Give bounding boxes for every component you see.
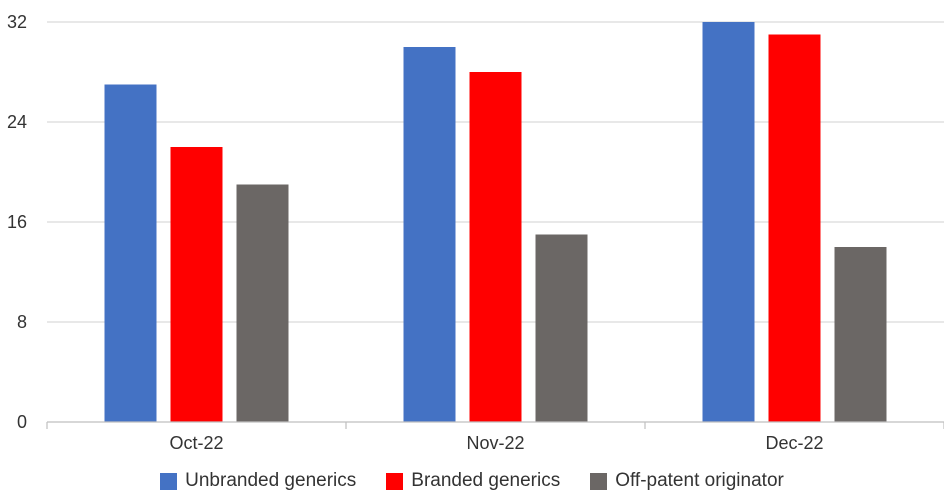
legend-swatch-branded: [386, 472, 404, 490]
legend-item-branded: Branded generics: [386, 470, 560, 492]
y-tick-label: 8: [17, 312, 27, 332]
bar-unbranded-generics-dec-22: [702, 22, 755, 422]
x-axis: Oct-22 Nov-22 Dec-22: [46, 421, 944, 453]
bar-off-patent-originator-oct-22: [236, 184, 289, 422]
bars: [104, 22, 887, 422]
bar-unbranded-generics-nov-22: [403, 47, 456, 422]
legend-item-originator: Off-patent originator: [590, 470, 784, 492]
legend-swatch-originator: [590, 472, 608, 490]
bar-chart: 0 8 16 24 32 Oct-22 Nov-22 Dec-22: [7, 12, 944, 453]
x-tick-label: Dec-22: [765, 433, 823, 453]
legend-item-unbranded: Unbranded generics: [160, 470, 356, 492]
legend: Unbranded generics Branded generics Off-…: [0, 468, 944, 494]
bar-branded-generics-nov-22: [469, 72, 522, 422]
bar-branded-generics-dec-22: [768, 34, 821, 422]
legend-label-unbranded: Unbranded generics: [185, 470, 357, 491]
bar-off-patent-originator-nov-22: [535, 234, 588, 422]
legend-swatch-unbranded: [160, 472, 178, 490]
bar-off-patent-originator-dec-22: [834, 247, 887, 422]
y-axis-ticks: 0 8 16 24 32: [7, 12, 27, 432]
y-tick-label: 16: [7, 212, 27, 232]
x-tick-label: Oct-22: [169, 433, 223, 453]
legend-label-branded: Branded generics: [411, 470, 561, 491]
bar-unbranded-generics-oct-22: [104, 84, 157, 422]
legend-label-originator: Off-patent originator: [615, 470, 784, 491]
x-tick-label: Nov-22: [466, 433, 524, 453]
y-tick-label: 24: [7, 112, 27, 132]
bar-branded-generics-oct-22: [170, 147, 223, 422]
y-tick-label: 0: [17, 412, 27, 432]
y-tick-label: 32: [7, 12, 27, 32]
